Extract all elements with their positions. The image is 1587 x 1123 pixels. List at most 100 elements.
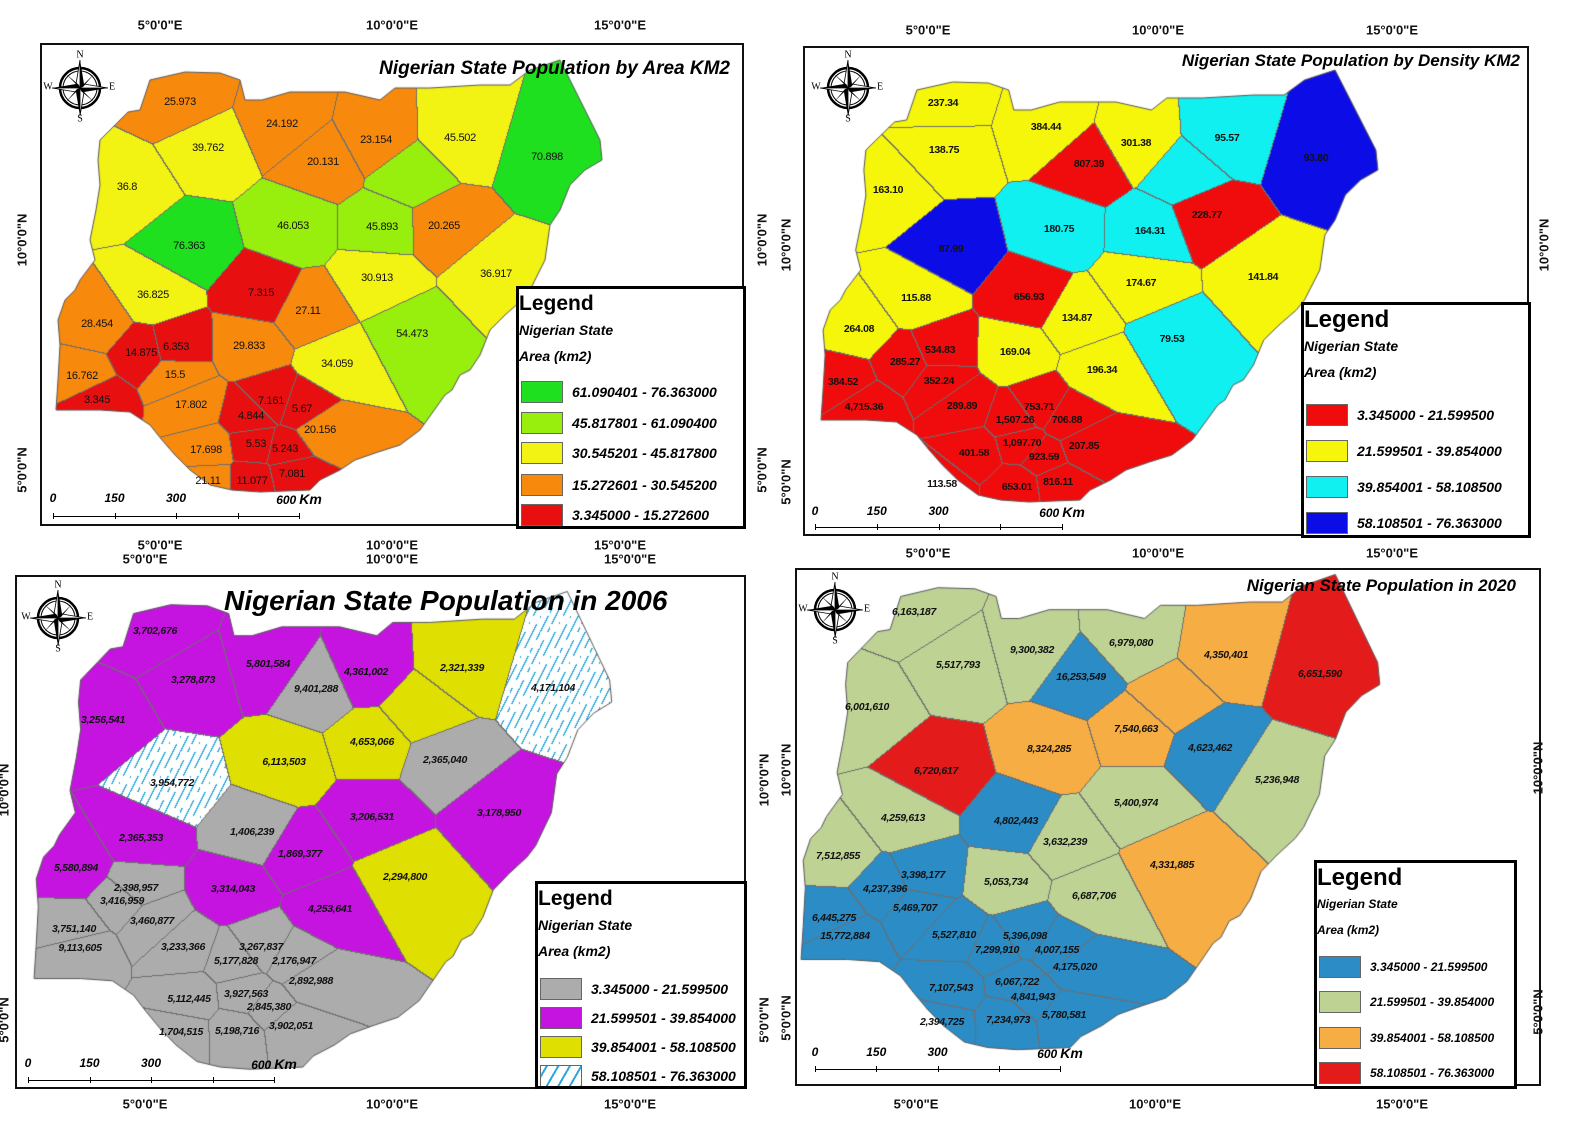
state-value-label: 5.53 xyxy=(245,438,267,450)
legend-item-label: 21.599501 - 39.854000 xyxy=(1357,443,1502,459)
state-value-label: 3,267,837 xyxy=(238,941,284,953)
legend-swatch xyxy=(521,504,563,526)
state-value-label: 9,401,288 xyxy=(293,683,339,695)
legend-item-label: 58.108501 - 76.363000 xyxy=(1370,1066,1495,1080)
state-value-label: 29.833 xyxy=(233,340,265,352)
state-value-label: 3.345 xyxy=(83,394,111,406)
state-value-label: 1,869,377 xyxy=(277,848,323,860)
latitude-label: 5°0'0"N xyxy=(754,447,770,493)
state-value-label: 25.973 xyxy=(164,96,196,108)
state-value-label: 3,398,177 xyxy=(900,869,946,881)
compass-s-label: S xyxy=(55,643,61,655)
legend-item: 21.599501 - 39.854000 xyxy=(1319,990,1494,1014)
north-arrow-compass-icon: N S E W xyxy=(798,572,871,647)
state-value-label: 5,801,584 xyxy=(245,658,291,670)
scale-bar-tick xyxy=(1062,524,1063,530)
legend-item-label: 39.854001 - 58.108500 xyxy=(1357,479,1502,495)
legend-subtitle: Nigerian State xyxy=(1304,338,1399,354)
legend-swatch xyxy=(521,412,563,434)
legend-heading: Legend xyxy=(1317,864,1403,891)
state-value-label: 534.83 xyxy=(924,344,956,356)
scale-value: 0 xyxy=(811,1045,819,1059)
legend-item: 3.345000 - 15.272600 xyxy=(521,503,710,526)
longitude-label: 5°0'0"E xyxy=(122,1096,168,1112)
scale-bar-tick-label: 300 xyxy=(927,1045,947,1059)
state-value-label: 384.44 xyxy=(1030,121,1062,133)
state-value-label: 237.34 xyxy=(927,97,959,109)
map-title-2006: Nigerian State Population in 2006 xyxy=(224,585,668,616)
longitude-label: 5°0'0"E xyxy=(137,537,183,553)
scale-bar-tick-label: 300 xyxy=(141,1056,161,1070)
state-value-label: 7,299,910 xyxy=(974,944,1020,956)
state-value-label: 5.67 xyxy=(291,403,313,415)
longitude-label: 5°0'0"E xyxy=(905,545,951,561)
scale-bar-tick-label: 150 xyxy=(79,1056,99,1070)
legend-swatch xyxy=(1306,512,1348,534)
state-value-label: 4,802,443 xyxy=(993,815,1039,827)
compass-e-label: E xyxy=(863,603,871,615)
latitude-label: 10°0'0"N xyxy=(778,743,794,797)
state-value-label: 5.243 xyxy=(271,443,299,455)
state-value-label: 5,469,707 xyxy=(892,902,938,914)
latitude-label: 5°0'0"N xyxy=(0,997,12,1043)
state-value-label: 923.59 xyxy=(1028,451,1060,463)
legend-swatch xyxy=(521,381,563,403)
state-value-label: 285.27 xyxy=(889,356,921,368)
state-value-label: 3,702,676 xyxy=(132,625,178,637)
legend-item: 58.108501 - 76.363000 xyxy=(1319,1061,1494,1085)
map-legend: Legend Nigerian State Area (km2) 3.345000 -… xyxy=(1314,860,1517,1089)
legend-item-label: 58.108501 - 76.363000 xyxy=(591,1068,736,1084)
longitude-label: 15°0'0"E xyxy=(1365,545,1419,561)
state-value-label: 39.762 xyxy=(192,142,224,154)
state-value-label: 113.58 xyxy=(927,478,957,490)
scale-bar-tick xyxy=(114,513,116,519)
scale-value: 150 xyxy=(866,504,887,518)
compass-s-label: S xyxy=(832,635,838,647)
latitude-label: 5°0'0"N xyxy=(1530,989,1546,1035)
compass-s-label: S xyxy=(845,113,851,125)
state-value-label: 4,841,943 xyxy=(1010,991,1056,1003)
longitude-label: 10°0'0"E xyxy=(365,537,419,553)
state-value-label: 9,300,382 xyxy=(1009,644,1055,656)
state-value-label: 816.11 xyxy=(1043,476,1073,488)
legend-heading: Legend xyxy=(538,887,613,910)
state-value-label: 36.825 xyxy=(137,289,169,301)
state-value-label: 7.315 xyxy=(247,287,275,299)
compass-w-label: W xyxy=(21,611,31,623)
state-value-label: 2,365,040 xyxy=(422,754,468,766)
scale-bar-tick-label: 0 xyxy=(50,491,57,505)
scale-bar-tick xyxy=(815,1066,816,1072)
state-value-label: 6,651,590 xyxy=(1297,668,1343,680)
scale-bar-tick xyxy=(299,513,300,519)
state-value-label: 16,253,549 xyxy=(1056,671,1106,683)
legend-item: 21.599501 - 39.854000 xyxy=(540,1006,736,1030)
longitude-label: 15°0'0"E xyxy=(603,1096,657,1112)
state-value-label: 54.473 xyxy=(396,328,428,340)
legend-item-label: 3.345000 - 15.272600 xyxy=(572,507,710,523)
state-value-label: 7,234,973 xyxy=(985,1014,1031,1026)
longitude-label: 5°0'0"E xyxy=(137,17,183,33)
state-value-label: 2,892,988 xyxy=(288,975,334,987)
state-value-label: 4,715.36 xyxy=(844,401,884,413)
scale-bar-tick-label: 600 Km xyxy=(251,1056,297,1072)
state-value-label: 45.893 xyxy=(366,221,398,233)
legend-subtitle: Area (km2) xyxy=(1317,923,1380,937)
latitude-label: 10°0'0"N xyxy=(0,763,12,817)
legend-subtitle: Nigerian State xyxy=(538,917,633,933)
compass-w-label: W xyxy=(811,81,821,93)
state-value-label: 20.131 xyxy=(307,156,339,168)
state-value-label: 4.844 xyxy=(237,410,265,422)
legend-item: 61.090401 - 76.363000 xyxy=(521,380,717,404)
state-value-label: 3,278,873 xyxy=(170,674,216,686)
latitude-label: 5°0'0"N xyxy=(778,459,794,505)
scale-bar-tick-label: 0 xyxy=(812,1045,819,1059)
scale-bar-tick-label: 150 xyxy=(104,491,124,505)
legend-item: 39.854001 - 58.108500 xyxy=(540,1035,736,1059)
scale-bar-tick xyxy=(151,1077,152,1083)
state-value-label: 289.89 xyxy=(946,400,978,412)
state-value-label: 79.53 xyxy=(1159,333,1185,345)
state-value-label: 76.363 xyxy=(173,240,205,252)
state-value-label: 401.58 xyxy=(958,447,990,459)
state-value-label: 36.8 xyxy=(116,181,138,193)
legend-item-label: 30.545201 - 45.817800 xyxy=(572,445,717,461)
